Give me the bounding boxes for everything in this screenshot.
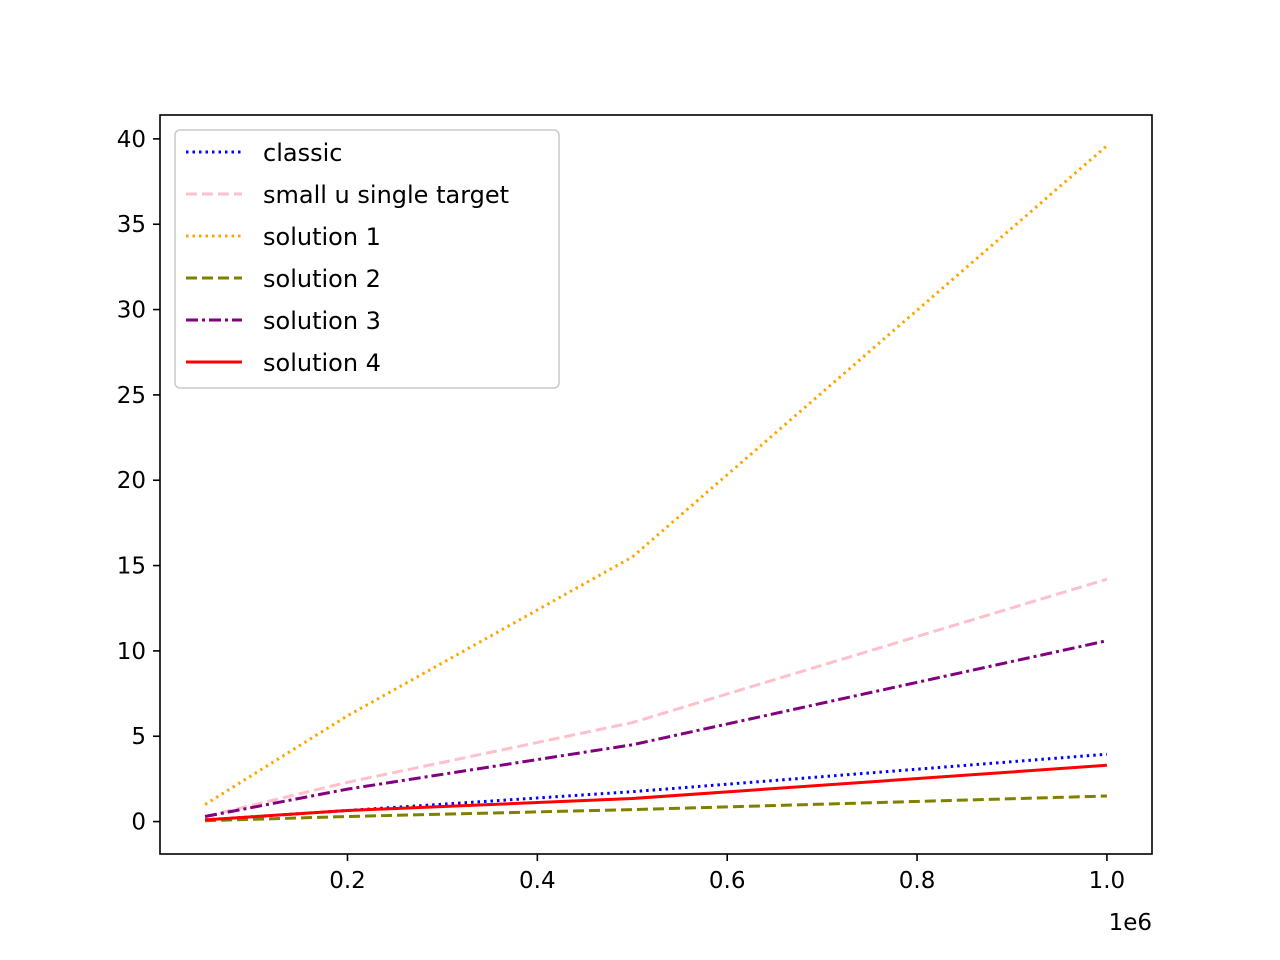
series-line-2: [204, 577, 1108, 818]
y-tick-label: 0: [131, 810, 146, 836]
legend-label-2: small u single target: [263, 181, 509, 209]
y-tick-label: 15: [117, 554, 146, 580]
x-tick-label: 0.2: [329, 868, 366, 894]
y-tick-label: 5: [131, 724, 146, 750]
y-tick-label: 10: [117, 639, 146, 665]
x-tick-label: 1.0: [1089, 868, 1126, 894]
x-tick-label: 0.4: [519, 868, 556, 894]
y-tick-label: 40: [117, 127, 146, 153]
series-layer: [204, 144, 1108, 823]
series-line-3: [204, 144, 1108, 806]
y-tick-label: 25: [117, 383, 146, 409]
x-axis: 0.2 0.4 0.6 0.8 1.0: [329, 854, 1125, 894]
legend-box: [174, 129, 560, 389]
series-line-4: [205, 794, 1107, 823]
y-tick-label: 30: [117, 298, 146, 324]
y-tick-label: 35: [117, 212, 146, 238]
x-tick-label: 0.8: [899, 868, 936, 894]
legend-label-6: solution 4: [263, 349, 381, 377]
legend-label-5: solution 3: [263, 307, 381, 335]
series-line-6: [205, 763, 1108, 822]
plot-area-frame: [159, 114, 1153, 855]
y-tick-label: 20: [117, 468, 146, 494]
x-tick-label: 0.6: [709, 868, 746, 894]
legend-label-1: classic: [263, 139, 342, 167]
legend-label-3: solution 1: [263, 223, 381, 251]
legend-label-4: solution 2: [263, 265, 381, 293]
y-axis: 0 5 10 15 20 25 30 35 40: [117, 127, 160, 836]
series-line-5: [204, 639, 1108, 818]
x-offset-label: 1e6: [1109, 910, 1152, 936]
legend: classic small u single target solution 1 so…: [174, 129, 560, 389]
